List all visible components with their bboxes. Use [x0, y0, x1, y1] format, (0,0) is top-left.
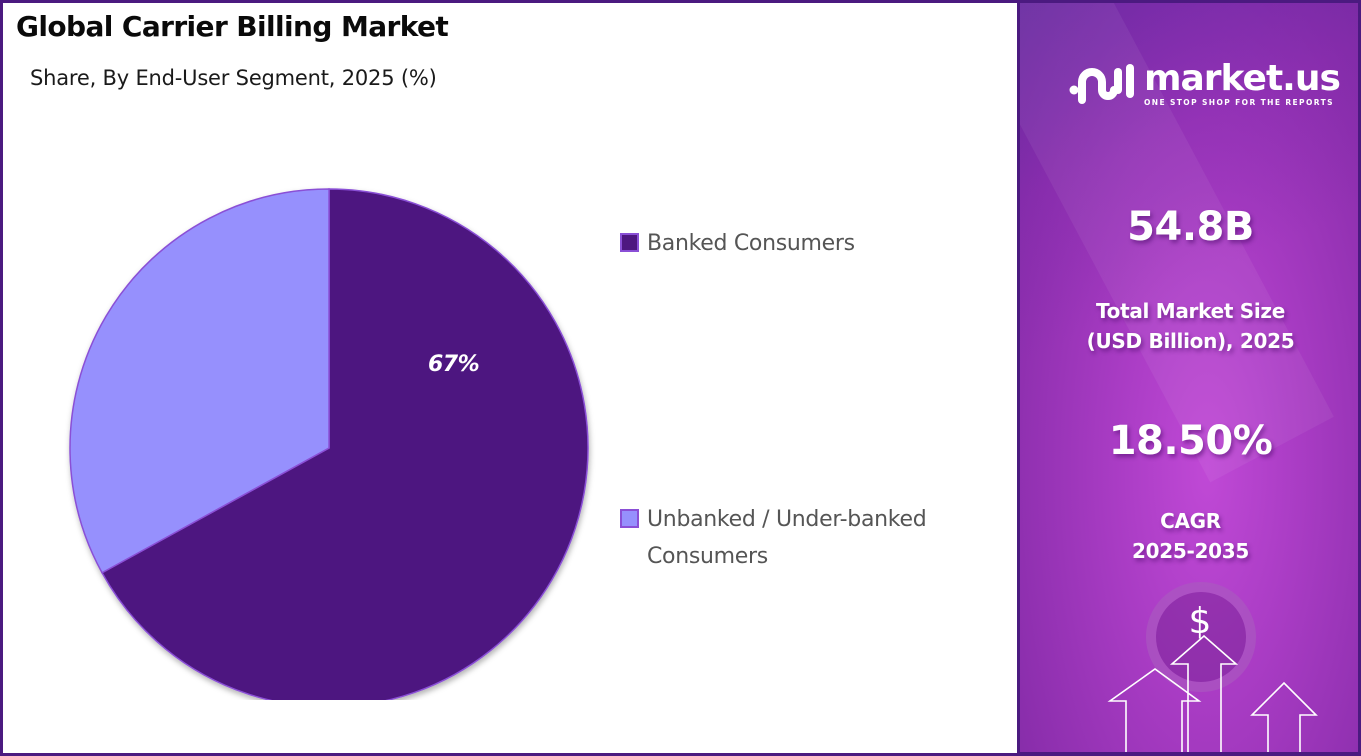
legend-swatch-banked [620, 233, 639, 252]
cagr-label-line2: 2025-2035 [1132, 539, 1249, 563]
brand-name: market.us [1144, 57, 1341, 99]
pie-chart [60, 180, 600, 708]
cagr-value: 18.50% [1108, 418, 1273, 464]
legend-item-banked[interactable]: Banked Consumers [620, 225, 855, 262]
legend-label-unbanked: Unbanked / Under-banked Consumers [647, 501, 927, 575]
cagr-label-line1: CAGR [1160, 509, 1221, 533]
legend-label-banked: Banked Consumers [647, 231, 855, 256]
stats-sidebar: market.us ONE STOP SHOP FOR THE REPORTS … [1017, 0, 1361, 756]
legend-label-unbanked-line2: Consumers [647, 544, 768, 569]
chart-panel: Global Carrier Billing Market Share, By … [16, 10, 927, 708]
brand-logo[interactable]: market.us ONE STOP SHOP FOR THE REPORTS [1068, 57, 1341, 108]
chart-title: Global Carrier Billing Market [16, 10, 449, 43]
market-size-label-line2: (USD Billion), 2025 [1086, 329, 1295, 353]
dollar-growth-arrows-icon: $ [1107, 601, 1318, 756]
legend-swatch-unbanked [620, 509, 639, 528]
pie-slice-banked[interactable] [101, 188, 589, 708]
dollar-sign-icon: $ [1189, 601, 1212, 642]
pie-chart-svg [69, 188, 589, 708]
pie-slice-label-banked: 67% [428, 352, 480, 377]
market-size-label-line1: Total Market Size [1095, 299, 1286, 323]
background-coin-decoration [1146, 582, 1256, 692]
brand-tagline: ONE STOP SHOP FOR THE REPORTS [1144, 97, 1334, 107]
brand-text: market.us ONE STOP SHOP FOR THE REPORTS [1144, 57, 1341, 107]
legend-label-unbanked-line1: Unbanked / Under-banked [647, 507, 927, 532]
pie-slice-unbanked[interactable] [69, 188, 330, 574]
chart-subtitle: Share, By End-User Segment, 2025 (%) [30, 66, 437, 90]
market-us-logo-icon [1069, 64, 1134, 104]
legend-item-unbanked[interactable]: Unbanked / Under-banked Consumers [620, 501, 927, 575]
market-size-value: 54.8B [1127, 204, 1254, 250]
